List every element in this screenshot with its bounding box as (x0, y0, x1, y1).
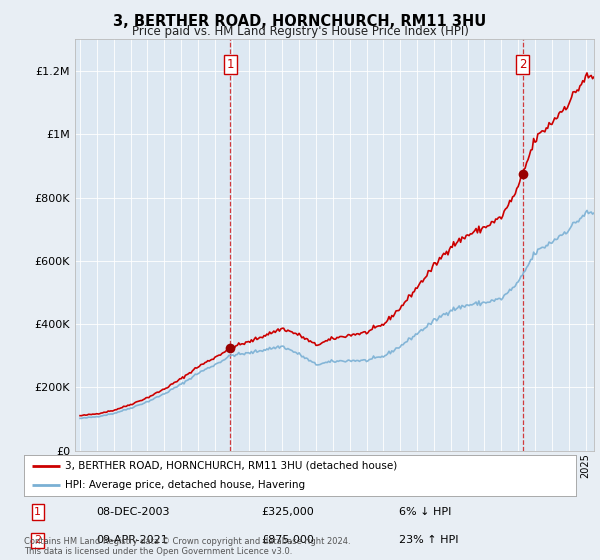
Text: 23% ↑ HPI: 23% ↑ HPI (400, 535, 459, 545)
Text: 1: 1 (34, 507, 41, 517)
Text: 3, BERTHER ROAD, HORNCHURCH, RM11 3HU (detached house): 3, BERTHER ROAD, HORNCHURCH, RM11 3HU (d… (65, 461, 398, 471)
Text: 3, BERTHER ROAD, HORNCHURCH, RM11 3HU: 3, BERTHER ROAD, HORNCHURCH, RM11 3HU (113, 14, 487, 29)
Text: 1: 1 (227, 58, 234, 71)
Text: HPI: Average price, detached house, Havering: HPI: Average price, detached house, Have… (65, 480, 305, 491)
Text: 2: 2 (519, 58, 526, 71)
Text: 08-DEC-2003: 08-DEC-2003 (96, 507, 169, 517)
Text: Price paid vs. HM Land Registry's House Price Index (HPI): Price paid vs. HM Land Registry's House … (131, 25, 469, 38)
Text: £875,000: £875,000 (262, 535, 314, 545)
Text: 6% ↓ HPI: 6% ↓ HPI (400, 507, 452, 517)
Text: 2: 2 (34, 535, 41, 545)
Text: Contains HM Land Registry data © Crown copyright and database right 2024.
This d: Contains HM Land Registry data © Crown c… (24, 536, 350, 556)
Text: £325,000: £325,000 (262, 507, 314, 517)
Text: 09-APR-2021: 09-APR-2021 (96, 535, 167, 545)
